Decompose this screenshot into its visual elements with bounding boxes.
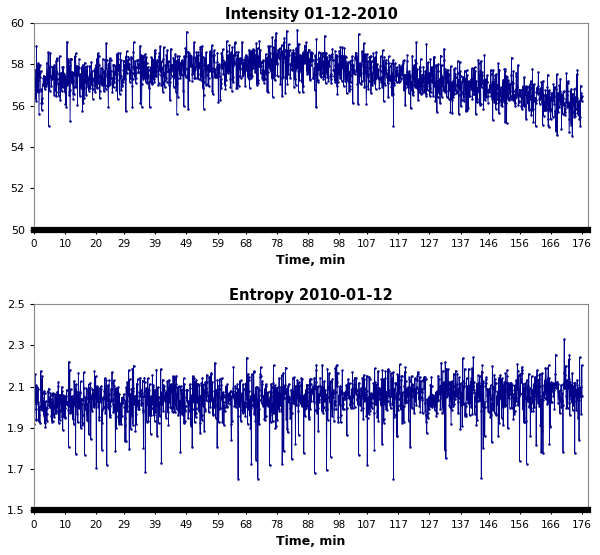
Title: Entropy 2010-01-12: Entropy 2010-01-12 [229, 288, 393, 303]
Title: Intensity 01-12-2010: Intensity 01-12-2010 [224, 7, 397, 22]
X-axis label: Time, min: Time, min [277, 535, 346, 548]
X-axis label: Time, min: Time, min [277, 254, 346, 267]
